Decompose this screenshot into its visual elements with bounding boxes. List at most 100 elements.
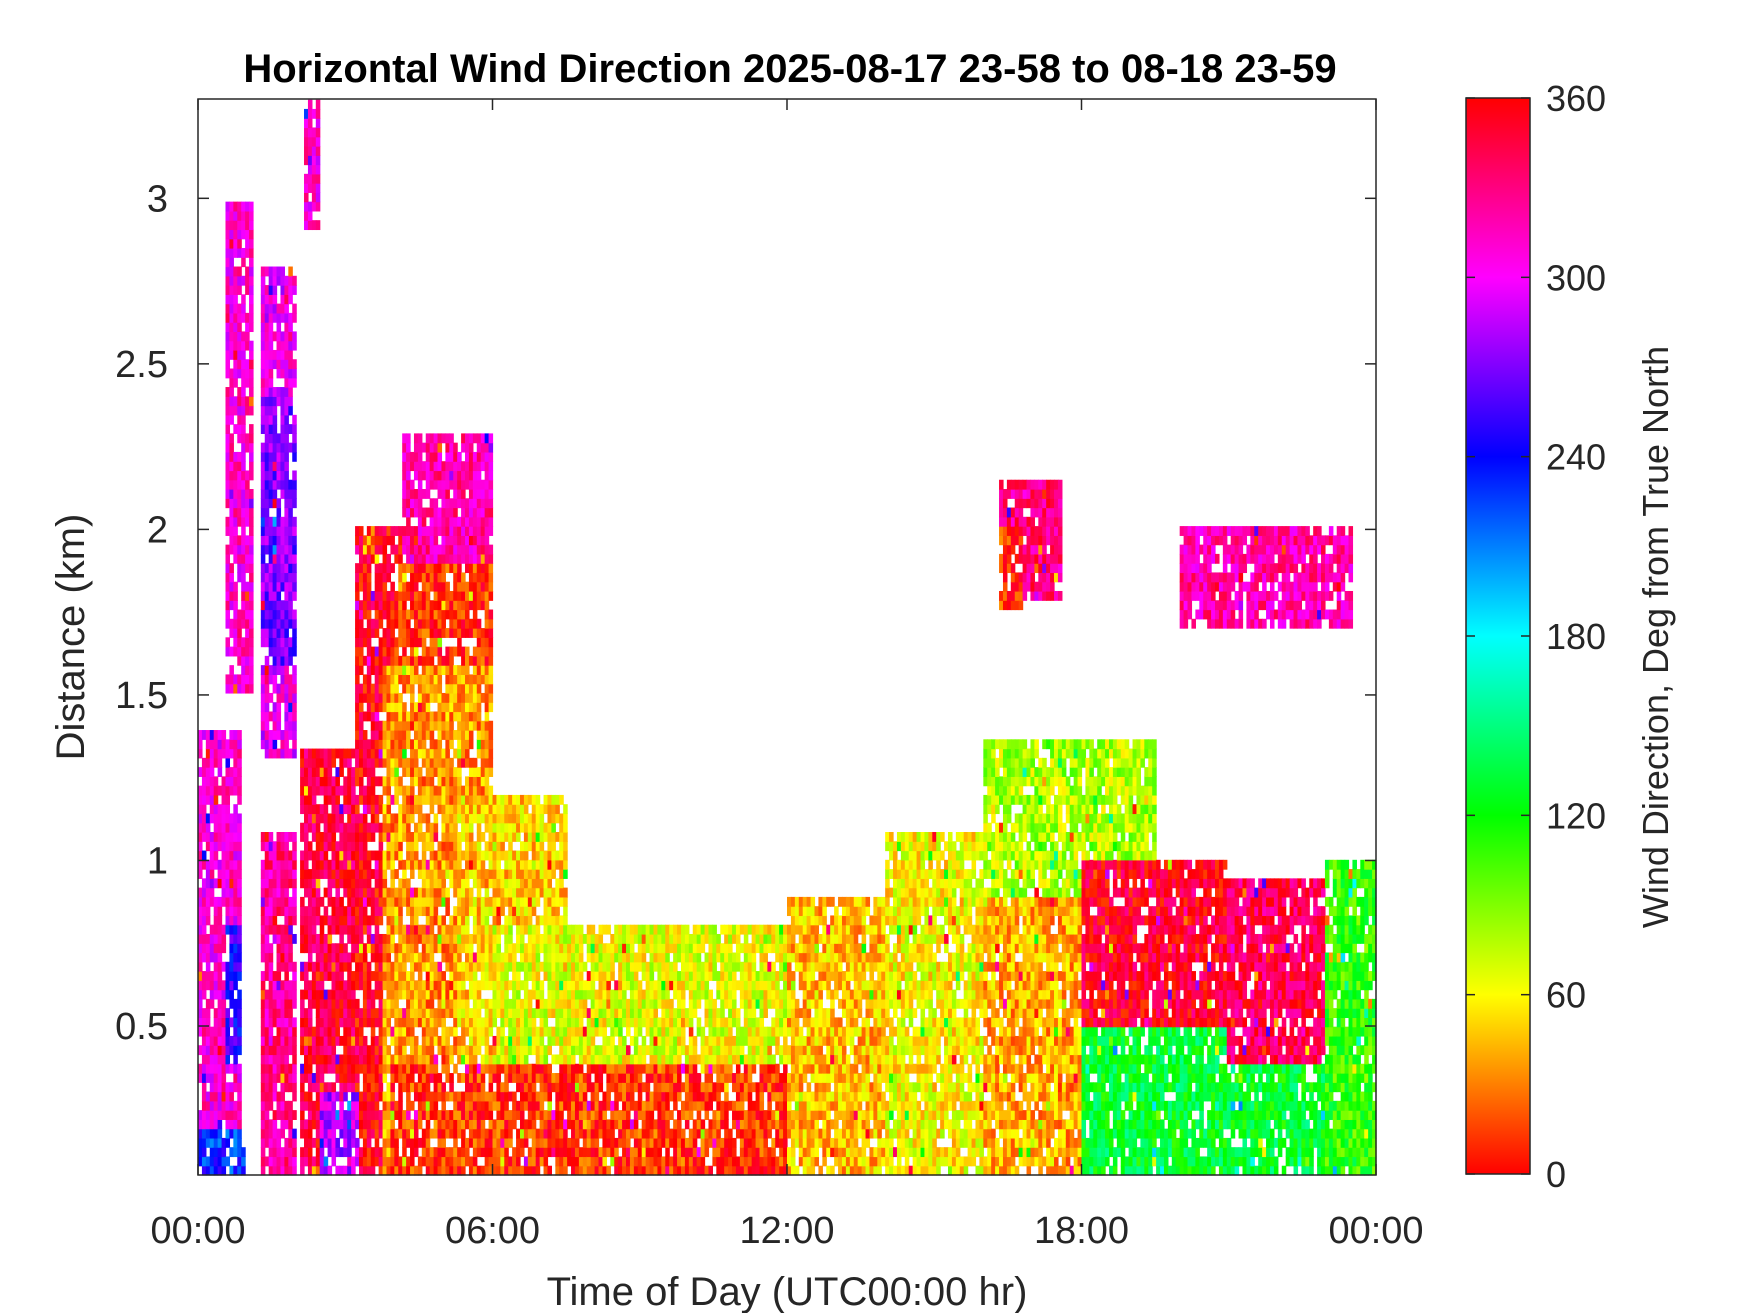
heatmap-cell — [508, 933, 513, 944]
heatmap-cell — [484, 804, 490, 815]
heatmap-cell — [339, 1110, 344, 1120]
heatmap-cell — [339, 971, 344, 981]
heatmap-cell — [386, 980, 392, 991]
heatmap-cell — [386, 757, 392, 768]
heatmap-cell — [241, 331, 246, 342]
heatmap-cell — [531, 1045, 537, 1056]
heatmap-cell — [264, 1026, 270, 1037]
heatmap-cell — [413, 757, 419, 768]
heatmap-cell — [327, 841, 333, 852]
heatmap-cell — [417, 748, 423, 759]
heatmap-cell — [358, 859, 364, 870]
heatmap-cell — [378, 859, 384, 870]
heatmap-cell — [292, 961, 297, 972]
heatmap-cell — [465, 1110, 470, 1120]
heatmap-cell — [406, 1017, 411, 1028]
heatmap-cell — [441, 952, 446, 963]
heatmap-cell — [284, 563, 289, 574]
heatmap-cell — [272, 600, 278, 611]
heatmap-cell — [362, 535, 368, 546]
heatmap-cell — [445, 553, 450, 564]
heatmap-cell — [441, 1100, 446, 1111]
heatmap-cell — [362, 748, 368, 759]
heatmap-cell — [449, 451, 454, 462]
heatmap-cell — [221, 1008, 227, 1019]
heatmap-cell — [288, 609, 293, 620]
heatmap-cell — [398, 535, 403, 546]
heatmap-cell — [351, 813, 356, 824]
heatmap-cell — [425, 1091, 431, 1102]
heatmap-cell — [221, 785, 227, 796]
heatmap-cell — [347, 1017, 352, 1028]
heatmap-cell — [374, 1137, 380, 1148]
heatmap-cell — [394, 757, 399, 768]
heatmap-cell — [476, 461, 482, 472]
heatmap-cell — [519, 1110, 525, 1120]
heatmap-cell — [264, 878, 270, 889]
heatmap-cell — [288, 850, 293, 861]
heatmap-cell — [284, 850, 289, 861]
heatmap-cell — [425, 989, 431, 1000]
heatmap-cell — [413, 526, 419, 536]
heatmap-cell — [284, 1147, 289, 1158]
heatmap-cell — [311, 776, 317, 787]
heatmap-cell — [237, 859, 242, 870]
heatmap-cell — [519, 804, 525, 815]
heatmap-cell — [465, 730, 470, 740]
heatmap-cell — [284, 377, 289, 388]
heatmap-cell — [370, 646, 376, 657]
heatmap-cell — [331, 1128, 337, 1139]
heatmap-cell — [429, 498, 435, 509]
heatmap-cell — [390, 1082, 395, 1093]
heatmap-cell — [229, 674, 234, 685]
heatmap-cell — [284, 1119, 289, 1130]
heatmap-cell — [280, 933, 285, 944]
heatmap-cell — [205, 739, 211, 750]
heatmap-cell — [264, 498, 270, 509]
heatmap-cell — [233, 869, 238, 879]
heatmap-cell — [465, 600, 470, 611]
heatmap-cell — [472, 655, 478, 666]
heatmap-cell — [272, 618, 278, 629]
heatmap-cell — [402, 952, 407, 963]
heatmap-cell — [300, 971, 305, 981]
heatmap-cell — [272, 590, 278, 601]
heatmap-cell — [280, 1073, 285, 1083]
heatmap-cell — [307, 767, 313, 777]
heatmap-cell — [386, 822, 392, 833]
heatmap-cell — [382, 1128, 388, 1139]
heatmap-cell — [386, 813, 392, 824]
heatmap-cell — [535, 1063, 541, 1074]
heatmap-cell — [378, 702, 384, 713]
heatmap-cell — [331, 1147, 337, 1158]
heatmap-cell — [339, 896, 344, 907]
heatmap-cell — [307, 804, 313, 815]
heatmap-cell — [402, 794, 407, 805]
heatmap-cell — [225, 201, 231, 212]
heatmap-cell — [288, 507, 293, 518]
heatmap-cell — [413, 1110, 419, 1120]
heatmap-cell — [465, 628, 470, 638]
heatmap-cell — [374, 757, 380, 768]
heatmap-cell — [445, 869, 450, 879]
heatmap-cell — [476, 1082, 482, 1093]
heatmap-cell — [268, 896, 274, 907]
heatmap-cell — [284, 665, 289, 676]
heatmap-cell — [410, 1017, 415, 1028]
heatmap-cell — [335, 952, 340, 963]
heatmap-cell — [237, 349, 242, 360]
heatmap-cell — [425, 1035, 431, 1046]
heatmap-cell — [225, 869, 231, 879]
heatmap-cell — [527, 906, 533, 917]
heatmap-cell — [449, 841, 454, 852]
heatmap-cell — [410, 915, 415, 926]
heatmap-cell — [398, 952, 403, 963]
heatmap-cell — [276, 340, 282, 351]
heatmap-cell — [260, 674, 266, 685]
heatmap-cell — [417, 776, 423, 787]
heatmap-cell — [535, 1054, 541, 1065]
heatmap-cell — [382, 692, 388, 703]
heatmap-cell — [378, 971, 384, 981]
heatmap-cell — [519, 1008, 525, 1019]
heatmap-cell — [410, 489, 415, 499]
